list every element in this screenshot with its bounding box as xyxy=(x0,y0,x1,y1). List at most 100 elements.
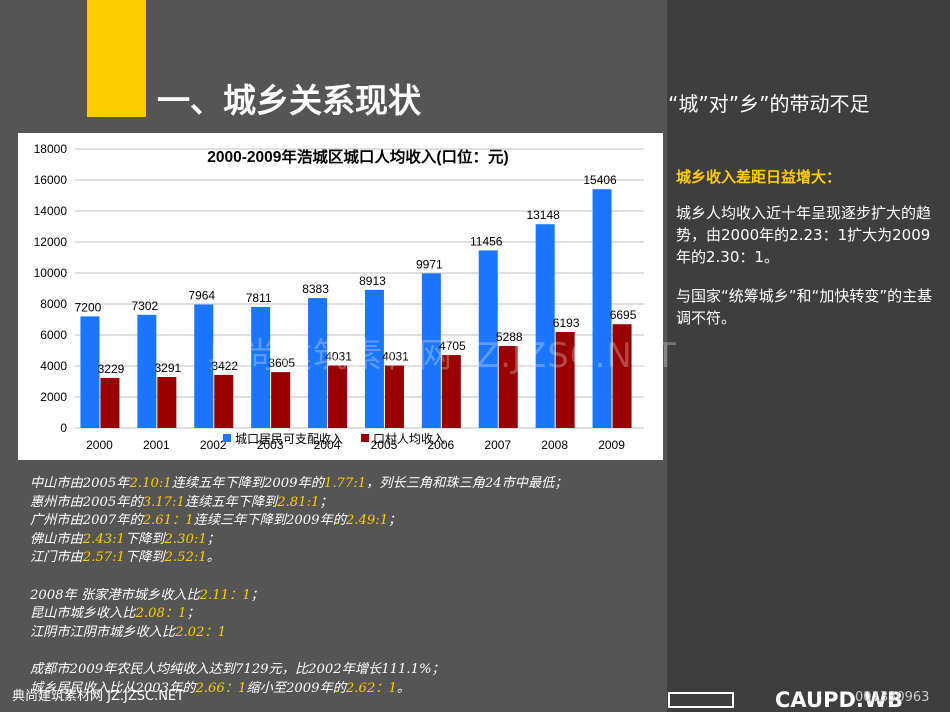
urban-income-bar xyxy=(308,298,328,428)
text-segment: ； xyxy=(388,513,402,529)
urban-income-bar xyxy=(80,316,100,428)
ratio-highlight: 2.66：1 xyxy=(195,680,247,696)
legend-label: 口村人均收入 xyxy=(373,432,445,446)
comparison-line: 2008年 张家港市城乡收入比2.11：1； xyxy=(30,587,660,606)
page-title: 一、城乡关系现状 xyxy=(157,81,421,120)
text-segment: ； xyxy=(319,494,333,510)
ratio-highlight: 2.08：1 xyxy=(135,606,187,622)
x-tick-label: 2009 xyxy=(598,438,625,452)
ratio-highlight: 2.43:1 xyxy=(82,531,125,547)
y-tick-label: 6000 xyxy=(40,328,67,342)
ratio-highlight: 2.52:1 xyxy=(164,550,207,566)
comparison-line: 成都市2009年农民人均纯收入达到7129元，比2002年增长111.1%； xyxy=(30,661,660,680)
data-label: 3291 xyxy=(154,361,181,375)
rural-income-bar xyxy=(100,377,120,428)
rural-income-bar xyxy=(441,355,461,428)
y-tick-label: 10000 xyxy=(34,266,68,280)
rural-income-bar xyxy=(157,376,177,428)
x-tick-label: 2008 xyxy=(541,438,568,452)
chart-title: 2000-2009年浩城区城口人均收入(口位：元) xyxy=(207,147,508,166)
text-segment: 昆山市城乡收入比 xyxy=(30,606,136,622)
chart-svg: 2000-2009年浩城区城口人均收入(口位：元) 0 2000 4000 6000 8… xyxy=(34,142,644,452)
rural-income-bar xyxy=(384,365,404,428)
x-tick-label: 2007 xyxy=(484,438,511,452)
data-label: 3605 xyxy=(268,356,295,370)
right-panel xyxy=(667,0,950,712)
ratio-highlight: 2.30:1 xyxy=(164,531,207,547)
legend-swatch-rural xyxy=(361,434,369,442)
comparison-line: 江阴市江阴市城乡收入比2.02：1 xyxy=(30,624,660,643)
text-segment: 成都市2009年农民人均纯收入达到7129元，比2002年增长111.1%； xyxy=(30,661,445,677)
text-segment: 城乡居民收入比从2003年的 xyxy=(30,680,196,696)
rural-income-bar xyxy=(555,332,575,428)
data-label: 13148 xyxy=(526,208,560,222)
page-subtitle: “城”对”乡”的带动不足 xyxy=(668,92,870,116)
data-label: 5288 xyxy=(496,330,523,344)
text-segment: 。 xyxy=(206,550,220,566)
data-label: 7200 xyxy=(75,300,102,314)
text-segment: 江阴市江阴市城乡收入比 xyxy=(30,624,176,640)
x-tick-label: 2003 xyxy=(257,438,284,452)
urban-income-bar xyxy=(194,304,214,428)
data-label: 4705 xyxy=(439,339,466,353)
data-label: 6193 xyxy=(553,316,580,330)
urban-income-bar xyxy=(592,189,612,428)
text-segment: 2008年 张家港市城乡收入比 xyxy=(30,587,200,603)
footer-box xyxy=(668,692,734,708)
ratio-highlight: 1.77:1 xyxy=(323,476,367,491)
y-tick-label: 2000 xyxy=(40,390,67,404)
text-segment: ，列长三角和珠三角24市中最低； xyxy=(366,476,568,491)
rural-income-bar xyxy=(214,374,234,428)
text-segment: 连续五年下降到2009年的 xyxy=(171,476,324,491)
data-label: 15406 xyxy=(583,173,617,187)
y-tick-label: 0 xyxy=(60,421,67,435)
data-label: 9971 xyxy=(416,257,443,271)
data-label: 7964 xyxy=(188,289,215,303)
income-chart: 2000-2009年浩城区城口人均收入(口位：元) 0 2000 4000 6000 8… xyxy=(18,133,663,460)
right-heading: 城乡收入差距日益增大： xyxy=(676,168,842,186)
text-segment: ； xyxy=(206,531,220,547)
urban-income-bar xyxy=(535,224,555,428)
comparison-line: 佛山市由2.43:1下降到2.30:1； xyxy=(30,531,660,550)
footer-logo: CAUPD.WB xyxy=(775,688,904,712)
comparison-line: 惠州市由2005年的3.17:1连续五年下降到2.81:1； xyxy=(30,494,660,513)
text-segment: 下降到 xyxy=(124,550,165,566)
x-tick-label: 2001 xyxy=(143,438,170,452)
y-tick-label: 14000 xyxy=(34,204,68,218)
blank-line xyxy=(30,642,660,661)
text-segment: 连续三年下降到2009年的 xyxy=(193,513,346,529)
ratio-highlight: 2.81:1 xyxy=(277,494,320,510)
y-tick-label: 4000 xyxy=(40,359,67,373)
legend-swatch-urban xyxy=(223,434,231,442)
ratio-highlight: 2.02：1 xyxy=(175,624,227,640)
data-label: 3422 xyxy=(211,359,238,373)
comparison-line: 中山市由2005年2.10:1连续五年下降到2009年的1.77:1，列长三角和… xyxy=(30,475,660,494)
urban-income-bar xyxy=(137,314,157,428)
x-tick-label: 2004 xyxy=(314,438,341,452)
ratio-highlight: 2.10:1 xyxy=(129,476,172,491)
urban-income-bar xyxy=(251,306,271,428)
right-paragraph-policy: 与国家“统筹城乡”和“加快转变”的主基调不符。 xyxy=(676,287,933,327)
x-tick-label: 2002 xyxy=(200,438,227,452)
text-segment: 广州市由2007年的 xyxy=(30,513,143,529)
urban-income-bar xyxy=(364,289,384,428)
x-tick-label: 2000 xyxy=(86,438,113,452)
data-label: 4031 xyxy=(325,350,352,364)
ratio-highlight: 2.62：1 xyxy=(345,680,397,696)
comparison-line: 广州市由2007年的2.61：1连续三年下降到2009年的2.49:1； xyxy=(30,512,660,531)
comparison-line: 城乡居民收入比从2003年的2.66：1缩小至2009年的2.62：1。 xyxy=(30,680,660,699)
comparison-line: 昆山市城乡收入比2.08：1； xyxy=(30,605,660,624)
text-segment: ； xyxy=(186,606,200,622)
legend-label: 城口居民可支配收入 xyxy=(235,432,343,446)
footer-site-text: 典尚建筑素材网 JZ.JZSC.NET xyxy=(12,689,185,704)
ratio-highlight: 3.17:1 xyxy=(142,494,185,510)
right-paragraph-trend: 城乡人均收入近十年呈现逐步扩大的趋势，由2000年的2.23：1扩大为2009年… xyxy=(676,204,932,266)
x-tick-label: 2005 xyxy=(371,438,398,452)
comparison-line: 江门市由2.57:1下降到2.52:1。 xyxy=(30,549,660,568)
data-label: 7811 xyxy=(246,291,272,305)
y-tick-label: 8000 xyxy=(40,297,67,311)
text-segment: 下降到 xyxy=(124,531,165,547)
text-segment: 江门市由 xyxy=(30,550,83,566)
text-segment: 。 xyxy=(396,680,411,696)
rural-income-bar xyxy=(271,372,291,428)
